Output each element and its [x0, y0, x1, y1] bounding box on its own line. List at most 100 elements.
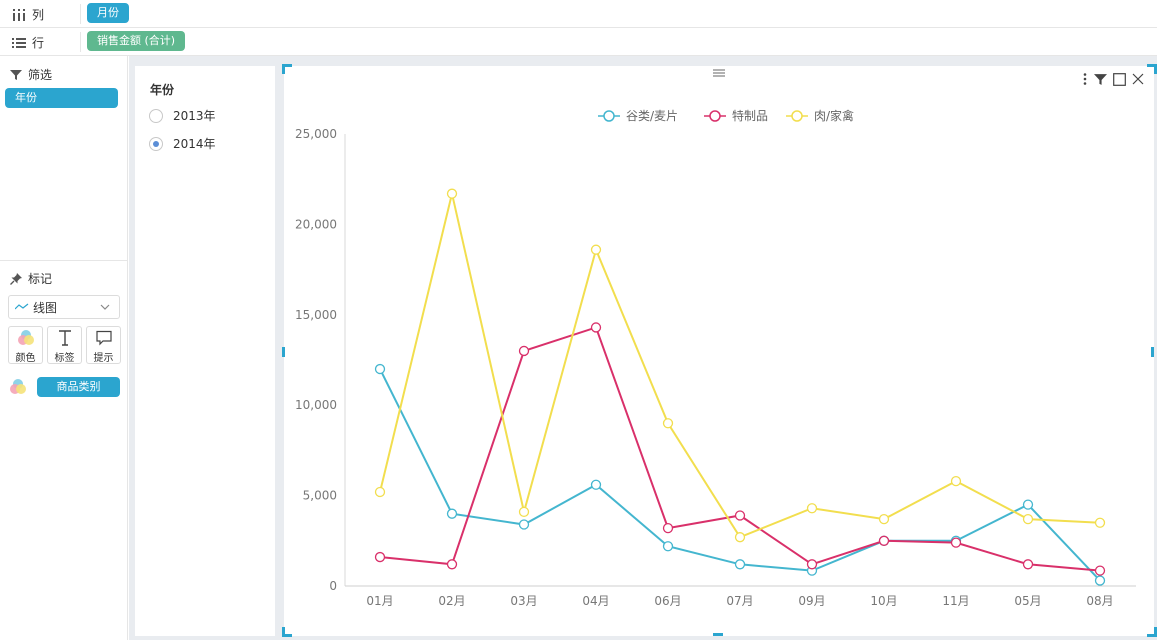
data-point[interactable]	[734, 510, 746, 521]
radio-2013[interactable]	[149, 108, 163, 123]
data-point[interactable]	[1094, 517, 1106, 528]
y-tick-label: 5,000	[303, 489, 337, 503]
resize-handle-right[interactable]	[1151, 347, 1154, 357]
data-point[interactable]	[662, 522, 674, 534]
y-tick-label: 25,000	[295, 127, 337, 141]
more-vertical-icon[interactable]	[1082, 72, 1088, 86]
data-point[interactable]	[734, 559, 746, 570]
x-tick-label: 01月	[366, 594, 393, 608]
legend-item[interactable]: 特制品	[704, 108, 768, 123]
legend-item[interactable]: 肉/家禽	[786, 108, 854, 123]
columns-icon	[13, 8, 25, 21]
data-point[interactable]	[806, 503, 818, 514]
mark-type-value: 线图	[33, 300, 58, 315]
mark-label-label: 标签	[54, 353, 75, 364]
legend-marker	[709, 110, 721, 122]
data-point[interactable]	[518, 519, 530, 530]
data-point[interactable]	[590, 244, 602, 255]
selection-corner	[282, 627, 292, 637]
chart-card[interactable]: 谷类/麦片 特制品 肉/家禽 0 5,000 10,000 15,000 20,000 25,…	[284, 66, 1154, 636]
filter-pill-year[interactable]: 年份	[5, 88, 118, 108]
text-icon	[58, 330, 71, 346]
data-point[interactable]	[446, 559, 458, 570]
columns-pill-month[interactable]: 月份	[87, 3, 129, 23]
legend-label: 肉/家禽	[814, 108, 854, 123]
series-group	[374, 322, 1106, 576]
data-point[interactable]	[1022, 499, 1034, 510]
mark-label-button[interactable]: 标签	[47, 326, 82, 364]
data-point[interactable]	[878, 535, 890, 546]
rows-icon	[12, 37, 26, 48]
panel-divider	[0, 260, 127, 261]
marks-section-title: 标记	[10, 270, 52, 287]
data-point[interactable]	[590, 479, 602, 490]
radio-2014[interactable]	[149, 136, 163, 151]
year-option-2014[interactable]: 2014年	[149, 135, 216, 152]
mark-type-select[interactable]: 线图	[8, 295, 120, 319]
drag-handle-icon[interactable]	[712, 68, 726, 78]
data-point[interactable]	[374, 486, 386, 498]
close-icon[interactable]	[1132, 73, 1144, 85]
year-option-2013[interactable]: 2013年	[149, 107, 216, 124]
series-line	[379, 368, 1101, 582]
maximize-icon[interactable]	[1113, 72, 1126, 86]
x-tick-label: 05月	[1014, 594, 1041, 608]
data-point[interactable]	[950, 475, 962, 487]
data-point[interactable]	[518, 506, 530, 518]
filter-icon	[10, 69, 22, 80]
data-point[interactable]	[806, 559, 818, 570]
data-point[interactable]	[662, 418, 674, 429]
data-point[interactable]	[1022, 513, 1034, 525]
data-point[interactable]	[1022, 559, 1034, 570]
columns-shelf-label: 列	[12, 6, 44, 23]
chart-toolbar	[1082, 72, 1144, 86]
pin-icon	[10, 272, 22, 285]
data-point[interactable]	[1094, 565, 1106, 576]
data-point[interactable]	[590, 322, 602, 333]
x-tick-label: 09月	[798, 594, 825, 608]
x-tick-label: 08月	[1086, 594, 1113, 608]
year-filter-title: 年份	[150, 83, 175, 97]
data-point[interactable]	[950, 537, 962, 548]
y-tick-label: 20,000	[295, 217, 337, 231]
columns-shelf-text: 列	[32, 8, 45, 22]
resize-handle-bottom[interactable]	[713, 633, 723, 636]
x-tick-label: 03月	[510, 594, 537, 608]
rows-pill-sales[interactable]: 销售金额 (合计)	[87, 31, 186, 51]
y-tick-label: 10,000	[295, 398, 337, 412]
series-line	[379, 193, 1101, 539]
color-encoding-icon	[10, 379, 26, 394]
mark-tooltip-button[interactable]: 提示	[86, 326, 121, 364]
line-chart[interactable]: 谷类/麦片 特制品 肉/家禽 0 5,000 10,000 15,000 20,000 25,…	[284, 66, 1154, 636]
data-point[interactable]	[1094, 575, 1106, 586]
rows-shelf-text: 行	[32, 36, 45, 50]
data-point[interactable]	[734, 532, 746, 543]
selection-corner	[282, 64, 292, 74]
chevron-down-icon	[100, 304, 110, 310]
x-tick-label: 11月	[942, 594, 969, 608]
data-point[interactable]	[374, 363, 386, 375]
resize-handle-left[interactable]	[282, 347, 285, 357]
data-point[interactable]	[662, 541, 674, 552]
color-pill-category[interactable]: 商品类别	[37, 377, 120, 397]
legend-item[interactable]: 谷类/麦片	[598, 109, 678, 123]
year-option-label: 2014年	[173, 137, 216, 151]
filter-icon[interactable]	[1094, 73, 1107, 86]
rows-shelf-label: 行	[12, 34, 44, 51]
filter-title: 筛选	[28, 68, 53, 82]
legend-label: 特制品	[732, 108, 768, 123]
x-tick-label: 04月	[582, 594, 609, 608]
mark-color-button[interactable]: 颜色	[8, 326, 43, 364]
data-point[interactable]	[446, 508, 458, 519]
data-point[interactable]	[374, 551, 386, 563]
x-tick-label: 02月	[438, 594, 465, 608]
line-chart-icon	[15, 303, 29, 310]
selection-corner	[1147, 627, 1157, 637]
data-point[interactable]	[878, 513, 890, 525]
left-panel: 筛选 年份 标记 线图 颜色 标签 提示 商品类别	[0, 56, 128, 640]
mark-tooltip-label: 提示	[93, 353, 114, 364]
mark-color-label: 颜色	[15, 353, 36, 364]
data-point[interactable]	[518, 345, 530, 357]
data-point[interactable]	[446, 188, 458, 199]
x-tick-label: 10月	[870, 594, 897, 608]
